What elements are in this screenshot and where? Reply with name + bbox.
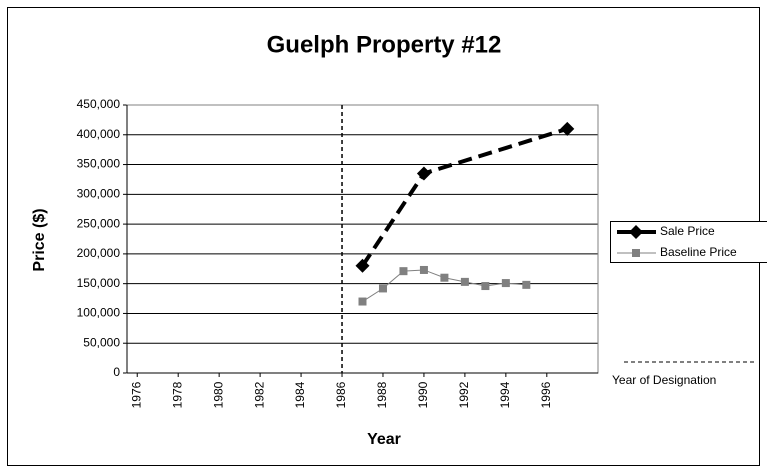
- x-tick-label: 1976: [129, 381, 143, 408]
- legend-designation-label: Year of Designation: [612, 373, 716, 387]
- x-tick-label: 1988: [375, 381, 389, 408]
- x-tick-label: 1980: [211, 381, 225, 408]
- data-point: [416, 166, 431, 181]
- x-tick-label: 1996: [539, 381, 553, 408]
- data-point: [522, 280, 531, 289]
- y-axis-label: Price ($): [31, 208, 48, 271]
- x-axis-label: Year: [367, 431, 401, 448]
- data-point: [399, 267, 408, 276]
- x-tick-label: 1994: [498, 381, 512, 408]
- data-point: [481, 282, 490, 291]
- y-tick-label: 0: [113, 365, 120, 379]
- legend-marker: [629, 225, 643, 239]
- legend-marker: [632, 249, 640, 257]
- y-tick-label: 300,000: [77, 187, 121, 201]
- data-point: [460, 277, 469, 286]
- data-point: [440, 273, 449, 282]
- data-point: [358, 297, 367, 306]
- x-tick-label: 1986: [334, 381, 348, 408]
- x-tick-label: 1978: [170, 381, 184, 408]
- data-point: [560, 121, 575, 136]
- data-point: [355, 258, 370, 273]
- chart-title: Guelph Property #12: [267, 31, 502, 58]
- y-tick-label: 50,000: [83, 335, 120, 349]
- y-tick-label: 450,000: [77, 97, 121, 111]
- y-tick-label: 150,000: [77, 276, 121, 290]
- legend-label: Sale Price: [660, 224, 715, 238]
- y-tick-label: 350,000: [77, 157, 121, 171]
- data-point: [378, 284, 387, 293]
- y-tick-label: 250,000: [77, 216, 121, 230]
- y-tick-label: 100,000: [77, 306, 121, 320]
- data-point: [419, 265, 428, 274]
- data-point: [501, 279, 510, 288]
- x-tick-label: 1984: [293, 381, 307, 408]
- x-tick-label: 1982: [252, 381, 266, 408]
- y-tick-label: 200,000: [77, 246, 121, 260]
- x-tick-label: 1990: [416, 381, 430, 408]
- y-tick-label: 400,000: [77, 127, 121, 141]
- legend-label: Baseline Price: [660, 245, 737, 259]
- x-tick-label: 1992: [457, 381, 471, 408]
